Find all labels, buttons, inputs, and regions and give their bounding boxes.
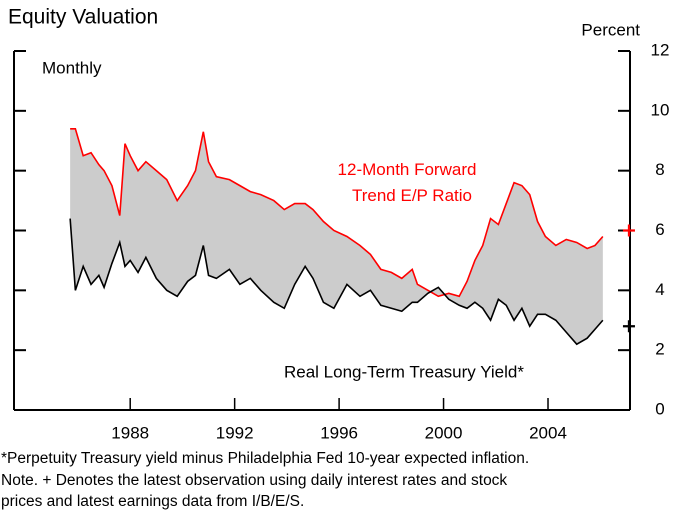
y-tick-label: 10 [651, 100, 670, 119]
x-tick-label: 1992 [216, 423, 254, 442]
y-axis-label: Percent [581, 20, 640, 39]
series-line [69, 218, 604, 346]
footnote: Note. + Denotes the latest observation u… [1, 472, 507, 489]
y-tick-label: 6 [655, 220, 664, 239]
y-tick-label: 12 [651, 40, 670, 59]
x-tick-label: 1988 [111, 423, 149, 442]
frequency-label: Monthly [42, 58, 102, 77]
x-tick-label: 2000 [425, 423, 463, 442]
latest-marker [622, 224, 635, 237]
latest-marker [622, 320, 635, 333]
y-tick-label: 0 [655, 399, 664, 418]
spread-area [70, 128, 603, 345]
x-tick-label: 2004 [529, 423, 567, 442]
y-tick-label: 8 [655, 160, 664, 179]
y-tick-label: 4 [655, 280, 664, 299]
footnote: *Perpetuity Treasury yield minus Philade… [1, 450, 529, 467]
y-tick-label: 2 [655, 340, 664, 359]
series-label: Real Long-Term Treasury Yield* [284, 362, 524, 381]
series-label: 12-Month Forward Trend E/P Ratio [338, 160, 477, 205]
x-tick-label: 1996 [320, 423, 358, 442]
chart-title: Equity Valuation [8, 6, 158, 29]
series-line [70, 127, 604, 298]
footnote: prices and latest earnings data from I/B… [1, 493, 304, 510]
